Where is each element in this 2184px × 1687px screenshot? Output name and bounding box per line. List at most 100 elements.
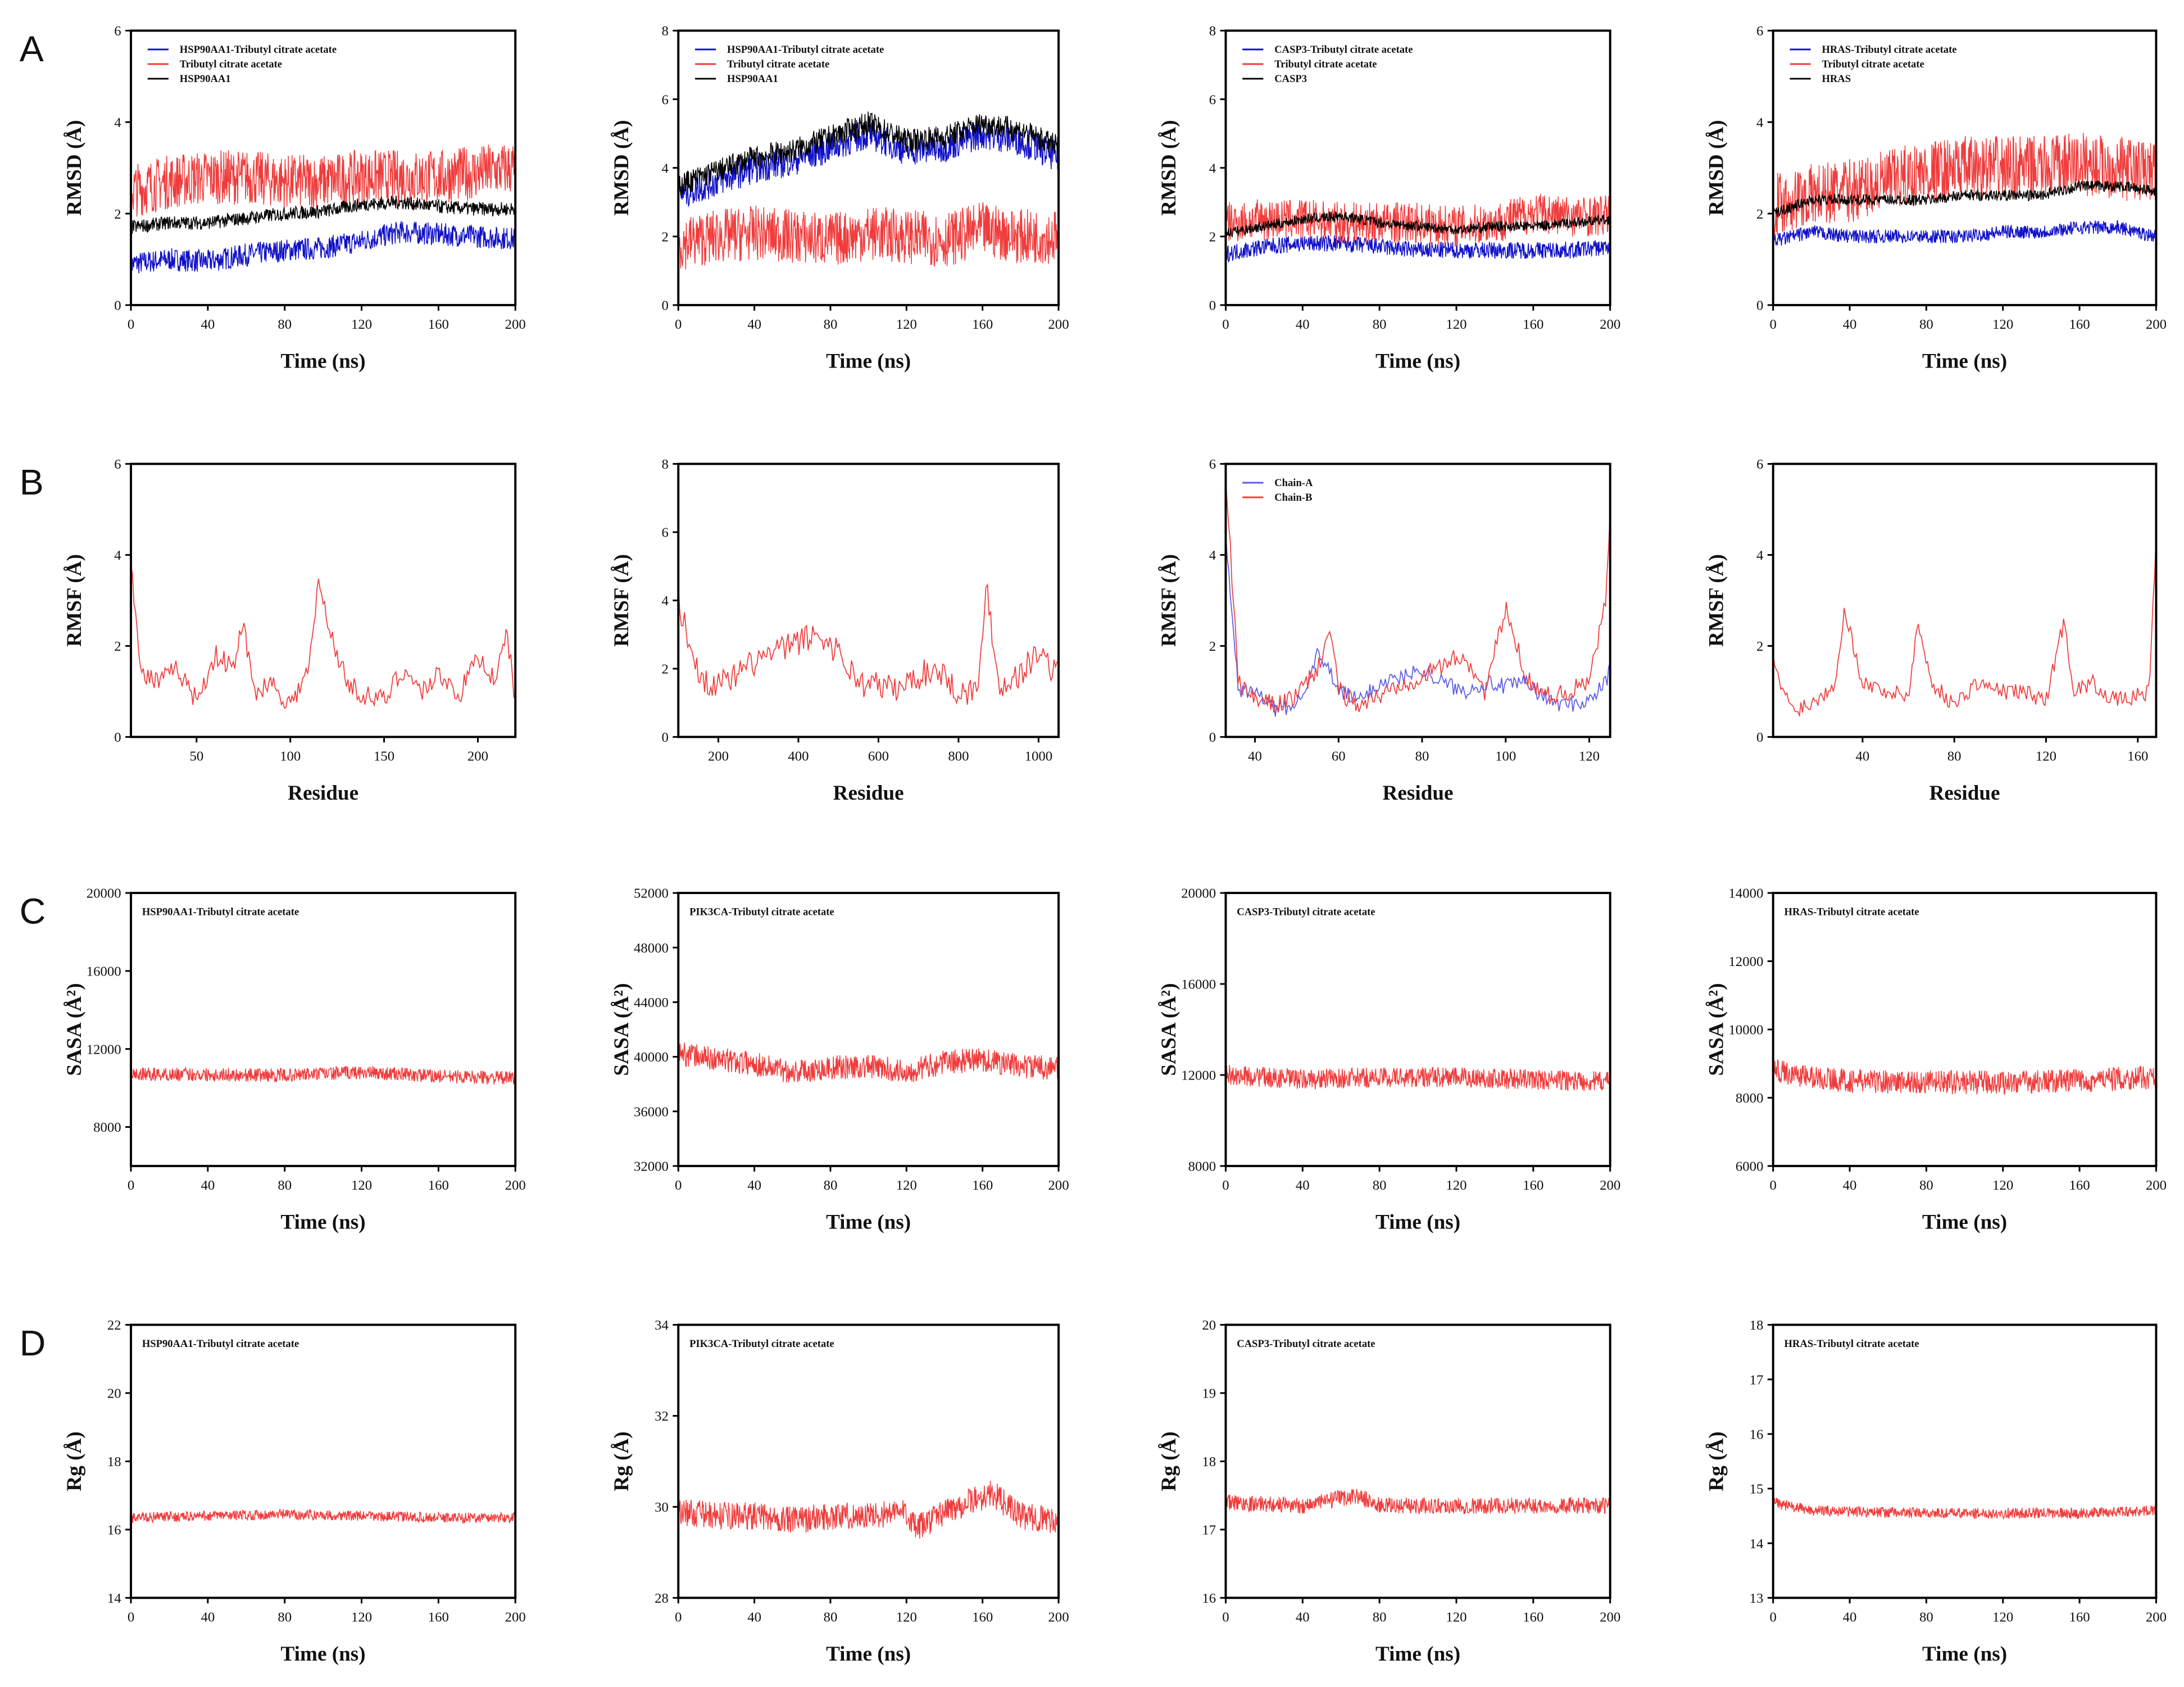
legend-label: Tributyl citrate acetate xyxy=(727,58,829,70)
x-tick-label: 200 xyxy=(2146,1178,2167,1193)
legend-label: Chain-A xyxy=(1274,477,1313,489)
x-tick-label: 200 xyxy=(505,1609,526,1625)
plot-title: HSP90AA1-Tributyl citrate acetate xyxy=(142,1338,299,1350)
y-tick-label: 8 xyxy=(662,24,669,39)
chart-panel: 8000 12000 16000 20000 0 40 80 120 160 200 Time (n… xyxy=(1157,886,1620,1234)
y-tick-label: 18 xyxy=(1202,1454,1216,1470)
y-tick-label: 34 xyxy=(655,1318,669,1333)
y-axis-label: RMSF (Å) xyxy=(610,554,633,647)
x-tick-label: 40 xyxy=(1248,749,1262,764)
x-tick-label: 80 xyxy=(824,1609,838,1625)
plot-frame xyxy=(1224,462,1611,738)
plot-title: CASP3-Tributyl citrate acetate xyxy=(1237,1338,1375,1350)
x-tick-label: 0 xyxy=(128,317,134,332)
y-tick-label: 4 xyxy=(1756,548,1763,563)
x-tick-label: 120 xyxy=(1446,317,1466,332)
x-tick-label: 200 xyxy=(467,749,488,764)
panel-label: C xyxy=(20,891,46,932)
plot-frame xyxy=(1772,29,2158,306)
y-tick-label: 4 xyxy=(114,548,121,563)
y-axis-label: SASA (Å²) xyxy=(1157,983,1180,1076)
x-tick-label: 120 xyxy=(1446,1609,1466,1625)
y-tick-label: 6 xyxy=(662,92,669,107)
x-tick-label: 160 xyxy=(972,1178,993,1193)
x-tick-label: 160 xyxy=(2069,1609,2090,1625)
y-tick-label: 44000 xyxy=(634,995,669,1010)
y-tick-label: 2 xyxy=(1756,639,1763,654)
series-line-rg xyxy=(1772,1496,2157,1520)
series-line-casp3-tributyl-citrate-acetate xyxy=(1225,234,1611,305)
x-tick-label: 160 xyxy=(1523,1178,1543,1193)
x-tick-label: 160 xyxy=(2069,1178,2090,1193)
x-tick-label: 120 xyxy=(896,1609,917,1625)
x-tick-label: 200 xyxy=(2146,1609,2167,1625)
x-tick-label: 40 xyxy=(1843,1609,1857,1625)
x-tick-label: 40 xyxy=(201,1609,215,1625)
x-tick-label: 160 xyxy=(1523,1609,1543,1625)
series-line-sasa xyxy=(130,1065,516,1085)
x-tick-label: 80 xyxy=(1947,749,1961,764)
x-axis-label: Time (ns) xyxy=(1375,1210,1460,1233)
series-line-rg xyxy=(1225,1489,1611,1514)
chart-panel: 0 2 4 6 40 60 80 100 120 Residue RMSF (Å) Chain-A Ch… xyxy=(1157,457,1611,805)
x-tick-label: 80 xyxy=(278,317,292,332)
y-tick-label: 20000 xyxy=(1181,886,1216,901)
y-tick-label: 40000 xyxy=(634,1050,669,1065)
x-tick-label: 40 xyxy=(1856,749,1870,764)
plot-frame xyxy=(677,462,1060,738)
y-axis-label: RMSD (Å) xyxy=(610,120,633,216)
y-tick-label: 2 xyxy=(114,207,121,222)
x-tick-label: 80 xyxy=(1415,749,1429,764)
x-tick-label: 40 xyxy=(201,1178,215,1193)
x-tick-label: 0 xyxy=(128,1178,134,1193)
x-tick-label: 200 xyxy=(1048,317,1069,332)
x-tick-label: 80 xyxy=(1919,1178,1933,1193)
x-tick-label: 80 xyxy=(1919,317,1933,332)
x-tick-label: 200 xyxy=(505,1178,526,1193)
legend-label: CASP3-Tributyl citrate acetate xyxy=(1274,44,1413,56)
y-axis-label: RMSD (Å) xyxy=(63,120,86,216)
y-tick-label: 36000 xyxy=(634,1104,669,1119)
x-tick-label: 120 xyxy=(1992,1178,2013,1193)
x-axis-label: Time (ns) xyxy=(1375,350,1460,373)
y-axis-label: RMSD (Å) xyxy=(1705,120,1728,216)
series-line-casp3 xyxy=(1225,211,1611,305)
y-tick-label: 30 xyxy=(655,1500,669,1515)
x-tick-label: 100 xyxy=(1495,749,1516,764)
y-axis-label: Rg (Å) xyxy=(610,1431,633,1491)
x-tick-label: 0 xyxy=(1222,317,1229,332)
x-axis-label: Residue xyxy=(288,782,358,805)
y-axis-label: RMSF (Å) xyxy=(1705,554,1728,647)
series-line-hsp90aa1 xyxy=(678,111,1059,305)
x-tick-label: 160 xyxy=(2127,749,2148,764)
y-axis-label: Rg (Å) xyxy=(1705,1431,1728,1491)
x-tick-label: 200 xyxy=(708,749,729,764)
panel-label: D xyxy=(20,1323,46,1363)
x-tick-label: 100 xyxy=(280,749,301,764)
y-tick-label: 20 xyxy=(107,1386,121,1402)
x-tick-label: 160 xyxy=(428,1178,449,1193)
x-axis-label: Time (ns) xyxy=(826,1210,911,1233)
x-tick-label: 600 xyxy=(868,749,889,764)
y-tick-label: 6 xyxy=(1756,24,1763,39)
y-tick-label: 0 xyxy=(662,298,669,314)
y-tick-label: 6 xyxy=(1209,92,1216,107)
chart-panel: C 8000 12000 16000 20000 0 40 80 120 160 200 Time (… xyxy=(20,886,526,1234)
chart-panel: 13 14 15 16 17 18 0 40 80 120 160 200 Time (ns) Rg (Å… xyxy=(1705,1318,2167,1666)
x-tick-label: 40 xyxy=(1296,317,1310,332)
y-tick-label: 48000 xyxy=(634,941,669,956)
chart-panel: B 0 2 4 6 50 100 150 200 Residue RMSF (Å) xyxy=(20,457,517,805)
plot-title: PIK3CA-Tributyl citrate acetate xyxy=(689,1338,834,1350)
y-tick-label: 13 xyxy=(1750,1591,1764,1606)
x-tick-label: 80 xyxy=(1373,1609,1387,1625)
y-tick-label: 4 xyxy=(114,115,121,130)
plot-title: CASP3-Tributyl citrate acetate xyxy=(1237,906,1375,918)
y-tick-label: 32000 xyxy=(634,1159,669,1174)
y-tick-label: 8000 xyxy=(93,1120,121,1135)
x-tick-label: 40 xyxy=(747,1178,761,1193)
x-tick-label: 120 xyxy=(896,317,917,332)
y-tick-label: 6000 xyxy=(1736,1159,1764,1174)
y-tick-label: 2 xyxy=(1209,639,1216,654)
